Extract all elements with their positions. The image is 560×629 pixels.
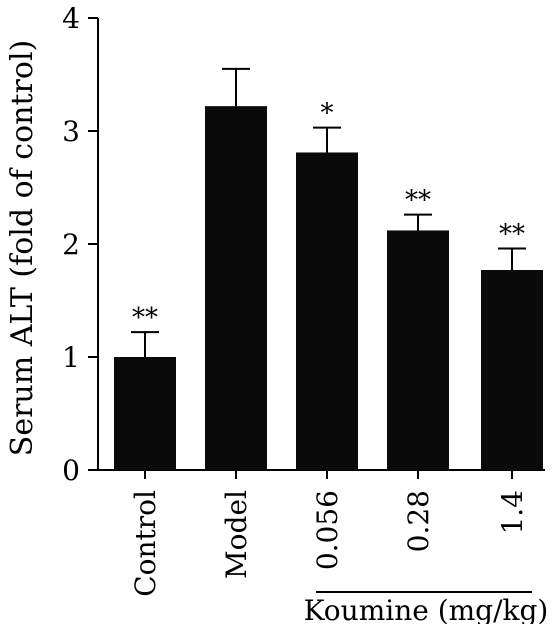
y-tick-label: 4 [62, 2, 80, 35]
error-bars-group [131, 67, 526, 357]
y-tick-label: 3 [62, 115, 80, 148]
y-tick-label: 1 [62, 341, 80, 374]
x-tick-label: 0.28 [402, 490, 435, 552]
y-axis: 0 1 2 3 4 [62, 2, 99, 487]
significance-mark: ** [132, 303, 158, 333]
bar [114, 357, 176, 470]
bar [387, 230, 449, 470]
significance-group: ******* [132, 99, 525, 334]
x-tick-label: 1.4 [496, 490, 529, 535]
x-axis: Control Model 0.056 0.28 1.4 [98, 469, 545, 597]
bar [296, 152, 358, 470]
bar [481, 269, 543, 470]
significance-mark: ** [499, 220, 525, 250]
y-axis-label: Serum ALT (fold of control) [5, 40, 40, 456]
y-tick-label: 0 [62, 454, 80, 487]
bar [205, 106, 267, 470]
significance-mark: ** [405, 186, 431, 216]
group-label: Koumine (mg/kg) [304, 594, 549, 624]
x-tick-label: Model [220, 490, 253, 579]
x-tick-label: Control [129, 490, 162, 597]
significance-mark: * [321, 99, 334, 129]
y-tick-label: 2 [62, 228, 80, 261]
bars-group [114, 106, 543, 470]
x-tick-label: 0.056 [311, 490, 344, 570]
